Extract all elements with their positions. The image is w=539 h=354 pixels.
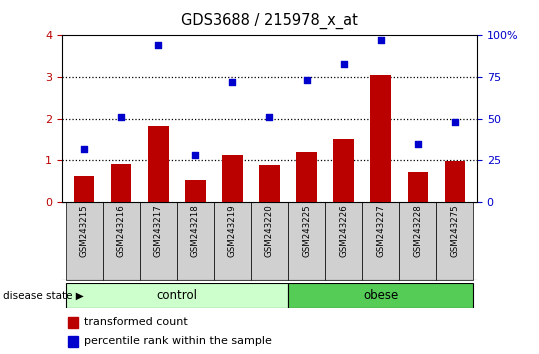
Text: GSM243228: GSM243228 [413, 204, 422, 257]
Text: GSM243275: GSM243275 [450, 204, 459, 257]
Bar [148, 126, 169, 202]
Text: GSM243225: GSM243225 [302, 204, 311, 257]
FancyBboxPatch shape [436, 202, 473, 280]
Bar [296, 152, 317, 202]
Text: GSM243216: GSM243216 [117, 204, 126, 257]
Point [451, 119, 459, 125]
Point [265, 114, 274, 120]
Text: GSM243220: GSM243220 [265, 204, 274, 257]
Text: control: control [156, 289, 197, 302]
Text: GSM243219: GSM243219 [228, 204, 237, 257]
FancyBboxPatch shape [103, 202, 140, 280]
Text: disease state ▶: disease state ▶ [3, 291, 84, 301]
FancyBboxPatch shape [288, 202, 325, 280]
FancyBboxPatch shape [288, 283, 473, 308]
FancyBboxPatch shape [325, 202, 362, 280]
Bar [259, 165, 280, 202]
Text: GSM243217: GSM243217 [154, 204, 163, 257]
Text: percentile rank within the sample: percentile rank within the sample [84, 336, 272, 346]
Point [191, 152, 199, 158]
FancyBboxPatch shape [251, 202, 288, 280]
Bar [407, 172, 428, 202]
Text: GSM243226: GSM243226 [339, 204, 348, 257]
Bar [222, 155, 243, 202]
Point [154, 42, 163, 47]
FancyBboxPatch shape [362, 202, 399, 280]
FancyBboxPatch shape [177, 202, 214, 280]
Point [117, 114, 126, 120]
Text: GSM243227: GSM243227 [376, 204, 385, 257]
FancyBboxPatch shape [66, 202, 103, 280]
Point [376, 37, 385, 42]
Point [80, 146, 88, 152]
Point [413, 141, 422, 147]
Point [228, 79, 237, 85]
FancyBboxPatch shape [399, 202, 436, 280]
Bar [445, 161, 465, 202]
Bar [68, 336, 78, 347]
FancyBboxPatch shape [140, 202, 177, 280]
Bar [68, 317, 78, 328]
Point [340, 61, 348, 67]
Bar [334, 139, 354, 202]
Text: GDS3688 / 215978_x_at: GDS3688 / 215978_x_at [181, 12, 358, 29]
Text: GSM243215: GSM243215 [80, 204, 89, 257]
Text: transformed count: transformed count [84, 318, 188, 327]
Text: GSM243218: GSM243218 [191, 204, 200, 257]
Text: obese: obese [363, 289, 398, 302]
Bar [370, 75, 391, 202]
Bar [111, 164, 132, 202]
Bar [74, 176, 94, 202]
Bar [185, 180, 205, 202]
FancyBboxPatch shape [214, 202, 251, 280]
Point [302, 78, 311, 83]
FancyBboxPatch shape [66, 283, 288, 308]
